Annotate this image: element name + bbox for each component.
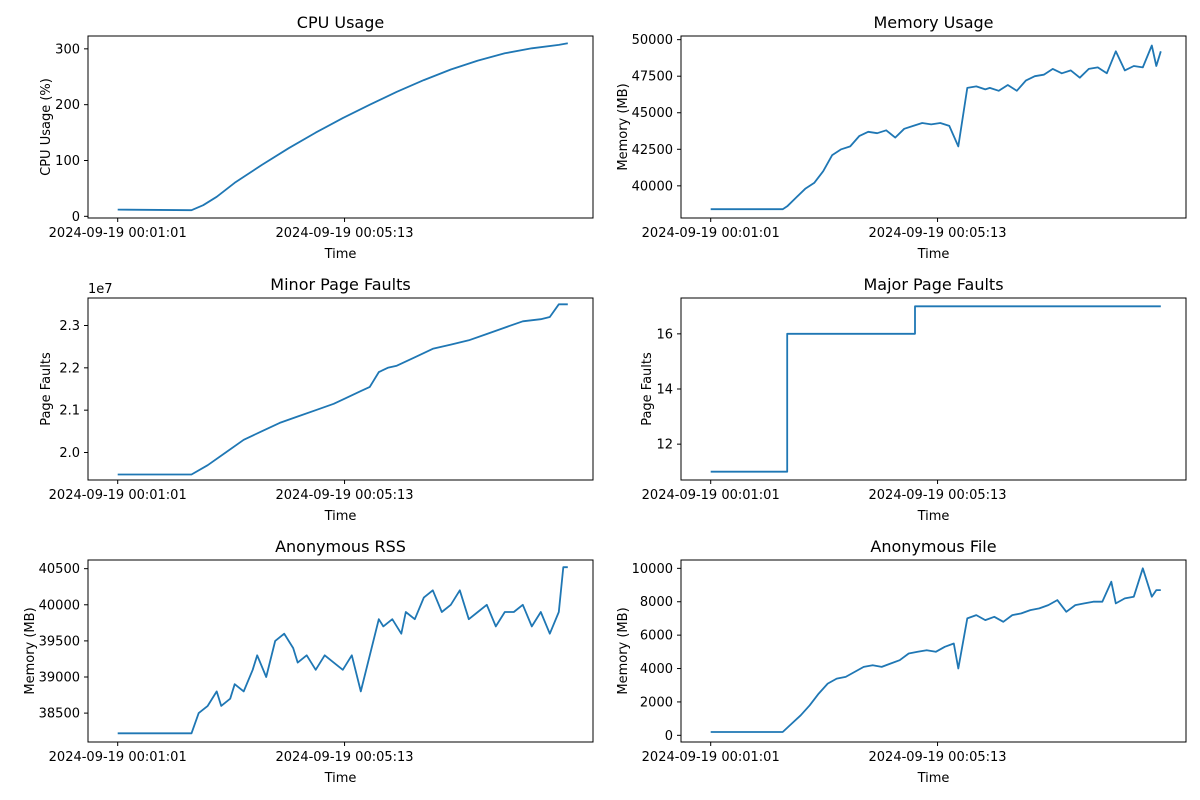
axes-frame (87, 559, 594, 743)
x-tick-label: 2024-09-19 00:01:01 (642, 226, 780, 241)
y-tick-label: 100 (55, 154, 80, 169)
chart-anon-rss: Anonymous RSS 2024-09-19 00:01:01 2024-09-… (23, 537, 594, 786)
y-axis-label: Memory (MB) (23, 607, 38, 694)
y-axis-label: Page Faults (640, 352, 655, 426)
y-tick-label: 6000 (640, 629, 673, 644)
y-tick-label: 4000 (640, 662, 673, 677)
y-tick-label: 2000 (640, 695, 673, 710)
chart-title: Major Page Faults (863, 275, 1003, 294)
axis-offset-text: 1e7 (88, 282, 113, 297)
y-tick-label: 300 (55, 42, 80, 57)
x-tick-label: 2024-09-19 00:01:01 (49, 750, 187, 765)
y-tick-label: 10000 (632, 562, 673, 577)
y-tick-label: 40000 (39, 598, 80, 613)
y-tick-label: 200 (55, 98, 80, 113)
x-axis-label: Time (324, 771, 357, 786)
y-axis-label: CPU Usage (%) (39, 78, 54, 176)
chart-memory: Memory Usage 2024-09-19 00:01:01 2024-09-1… (616, 13, 1187, 262)
x-tick-label: 2024-09-19 00:05:13 (869, 750, 1007, 765)
x-axis-label: Time (324, 509, 357, 524)
y-axis-label: Page Faults (39, 352, 54, 426)
x-tick-label: 2024-09-19 00:05:13 (869, 226, 1007, 241)
y-tick-label: 50000 (632, 33, 673, 48)
y-tick-label: 12 (656, 438, 673, 453)
y-tick-label: 39000 (39, 671, 80, 686)
x-tick-label: 2024-09-19 00:05:13 (276, 750, 414, 765)
axes-frame (680, 559, 1187, 743)
series-line (710, 567, 1161, 733)
y-tick-label: 40500 (39, 562, 80, 577)
y-axis-label: Memory (MB) (616, 607, 631, 694)
series-line (710, 305, 1161, 473)
y-tick-label: 2.2 (59, 361, 80, 376)
y-tick-label: 45000 (632, 106, 673, 121)
chart-title: Memory Usage (873, 13, 993, 32)
x-tick-label: 2024-09-19 00:01:01 (642, 750, 780, 765)
y-tick-label: 2.1 (59, 404, 80, 419)
axes-frame (680, 35, 1187, 219)
x-tick-label: 2024-09-19 00:01:01 (49, 488, 187, 503)
series-line (117, 566, 568, 735)
chart-anon-file: Anonymous File 2024-09-19 00:01:01 2024-09… (616, 537, 1187, 786)
y-tick-label: 2.0 (59, 446, 80, 461)
x-tick-label: 2024-09-19 00:01:01 (642, 488, 780, 503)
axes-frame (87, 297, 594, 481)
y-tick-label: 39500 (39, 634, 80, 649)
x-axis-label: Time (917, 509, 950, 524)
x-axis-label: Time (324, 247, 357, 262)
axes-frame (680, 297, 1187, 481)
x-axis-label: Time (917, 247, 950, 262)
y-tick-label: 14 (656, 383, 673, 398)
chart-title: Minor Page Faults (270, 275, 410, 294)
y-tick-label: 0 (665, 729, 673, 744)
chart-title: Anonymous File (870, 537, 996, 556)
x-tick-label: 2024-09-19 00:01:01 (49, 226, 187, 241)
y-tick-label: 42500 (632, 143, 673, 158)
series-line (117, 42, 568, 212)
y-tick-label: 40000 (632, 179, 673, 194)
y-axis-label: Memory (MB) (616, 83, 631, 170)
x-tick-label: 2024-09-19 00:05:13 (276, 226, 414, 241)
series-line (710, 44, 1162, 211)
y-tick-label: 2.3 (59, 319, 80, 334)
axes-frame (87, 35, 594, 219)
y-tick-label: 38500 (39, 707, 80, 722)
x-tick-label: 2024-09-19 00:05:13 (276, 488, 414, 503)
x-axis-label: Time (917, 771, 950, 786)
chart-major-faults: Major Page Faults 2024-09-19 00:01:01 2024… (640, 275, 1187, 524)
x-tick-label: 2024-09-19 00:05:13 (869, 488, 1007, 503)
chart-minor-faults: Minor Page Faults 2024-09-19 00:01:01 2024… (39, 275, 594, 524)
y-tick-label: 8000 (640, 595, 673, 610)
y-tick-label: 0 (72, 210, 80, 225)
series-line (117, 303, 568, 476)
chart-title: Anonymous RSS (275, 537, 406, 556)
chart-title: CPU Usage (297, 13, 384, 32)
y-tick-label: 47500 (632, 70, 673, 85)
y-tick-label: 16 (656, 327, 673, 342)
chart-cpu: CPU Usage 2024-09-19 00:01:01 2024-09-19 0… (39, 13, 594, 262)
